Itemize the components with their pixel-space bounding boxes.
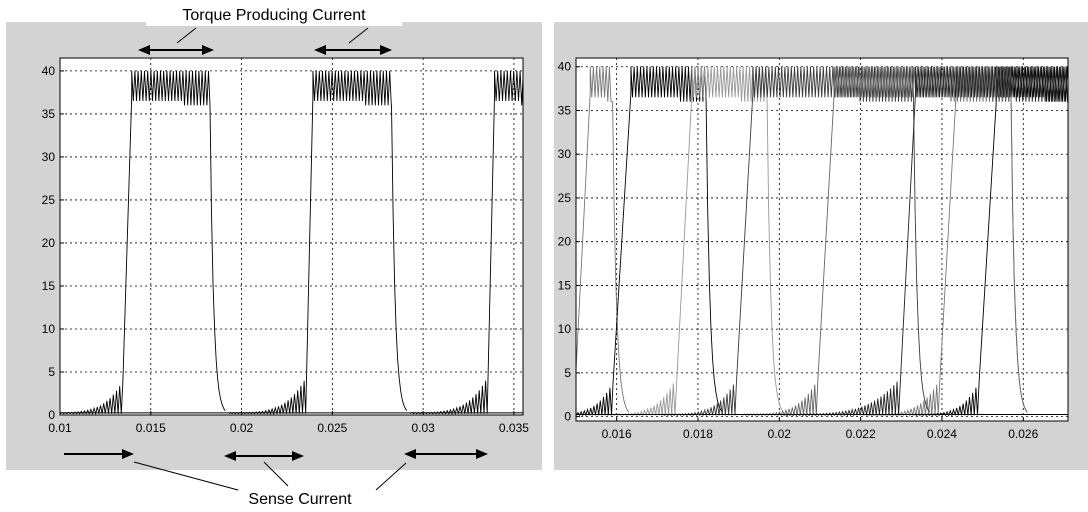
axes-frame xyxy=(59,57,524,416)
top-annotation-label: Torque Producing Current xyxy=(182,7,366,24)
y-tick-label: 15 xyxy=(558,278,572,292)
bottom-arrow-start xyxy=(64,449,134,459)
y-tick-label: 30 xyxy=(558,147,572,161)
y-tick-label: 35 xyxy=(42,107,56,121)
x-tick-label: 0.024 xyxy=(927,427,957,441)
x-tick-label: 0.02 xyxy=(768,427,792,441)
x-tick-label: 0.03 xyxy=(411,421,435,435)
y-tick-label: 10 xyxy=(42,322,56,336)
x-tick-label: 0.01 xyxy=(48,421,72,435)
bottom-double-arrow-right xyxy=(404,449,488,459)
bottom-double-arrow-middle xyxy=(224,451,304,461)
plot-area xyxy=(60,58,523,415)
y-tick-label: 40 xyxy=(42,64,56,78)
y-tick-label: 30 xyxy=(42,150,56,164)
top-label-background xyxy=(146,2,402,26)
bottom-leader-line-left xyxy=(133,461,239,491)
top-double-arrow-right xyxy=(314,45,392,55)
y-tick-label: 25 xyxy=(558,191,572,205)
bottom-annotation-label: Sense Current xyxy=(248,491,352,508)
x-tick-label: 0.022 xyxy=(846,427,876,441)
top-leader-line-right xyxy=(348,27,369,44)
y-tick-label: 15 xyxy=(42,279,56,293)
y-tick-label: 20 xyxy=(42,236,56,250)
x-tick-label: 0.025 xyxy=(317,421,347,435)
left-chart: 0.01 0.015 0.02 0.025 0.03 0.035 0 5 10 15 20 25 30 3… xyxy=(42,57,529,435)
x-tick-label: 0.026 xyxy=(1008,427,1038,441)
plot-area xyxy=(576,58,1068,421)
top-leader-line-left xyxy=(176,27,197,44)
y-tick-label: 40 xyxy=(558,60,572,74)
right-chart: 0.016 0.018 0.02 0.022 0.024 0.026 0 5 10 15 20 25 3… xyxy=(558,57,1069,441)
annotations: Torque Producing Current xyxy=(64,2,488,510)
y-tick-label: 35 xyxy=(558,103,572,117)
bottom-leader-line-middle xyxy=(263,461,289,487)
x-tick-label: 0.016 xyxy=(602,427,632,441)
bottom-label-background xyxy=(228,486,376,510)
y-tick-label: 25 xyxy=(42,193,56,207)
top-double-arrow-left xyxy=(138,45,214,55)
y-tick-label: 0 xyxy=(564,410,571,424)
series-line-5 xyxy=(742,66,1028,417)
series-line-6 xyxy=(783,66,1068,418)
y-tick-label: 5 xyxy=(564,366,571,380)
y-tick-label: 20 xyxy=(558,235,572,249)
x-tick-label: 0.035 xyxy=(499,421,529,435)
x-tick-label: 0.015 xyxy=(136,421,166,435)
x-tick-label: 0.018 xyxy=(683,427,713,441)
axes-frame xyxy=(575,57,1069,422)
bottom-leader-line-right xyxy=(375,462,407,491)
y-tick-label: 0 xyxy=(48,408,55,422)
y-tick-label: 5 xyxy=(48,365,55,379)
y-tick-label: 10 xyxy=(558,322,572,336)
x-tick-label: 0.02 xyxy=(230,421,254,435)
